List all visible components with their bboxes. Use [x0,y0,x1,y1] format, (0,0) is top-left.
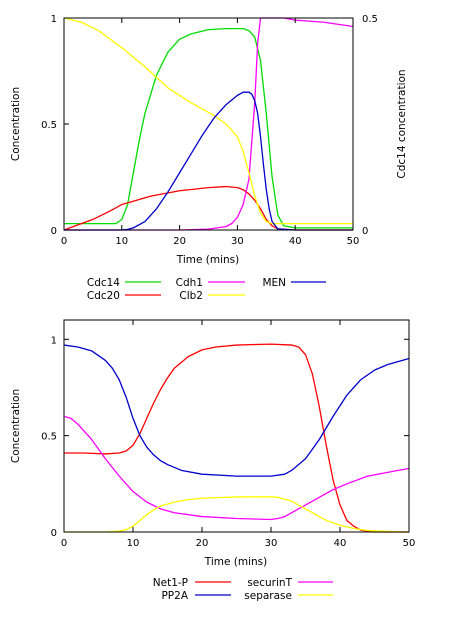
top-x-tick-label: 50 [347,236,360,247]
legend-label-cdc14: Cdc14 [87,277,120,289]
bottom-chart-frame [63,319,410,533]
bottom-x-tick-label: 20 [196,538,209,549]
top-x-tick-label: 0 [61,236,67,247]
legend-label-net1-p: Net1-P [153,577,188,589]
bottom-series-line-pp2a [63,344,410,477]
bottom-chart: 0 10 20 30 40 50 0 0.5 1 Time (mins) Concentrati… [10,319,415,602]
top-series-line-cdc20 [63,185,353,231]
top-x-tick-label: 30 [231,236,244,247]
bottom-x-tick-label: 0 [61,538,67,549]
bottom-series-line-securint [63,415,410,521]
top-x-tick-label: 20 [173,236,186,247]
legend-label-clb2: Clb2 [179,290,203,302]
bottom-legend: Net1-P securinT PP2A separase [153,577,333,602]
legend-label-separase: separase [244,590,292,602]
top-y2-tick-label: 0 [362,226,368,237]
bottom-x-axis-label: Time (mins) [204,556,268,568]
top-chart-frame [63,17,354,231]
top-y-axis-label: Concentration [10,87,22,161]
top-y2-axis-label: Cdc14 concentration [396,69,408,178]
top-series-line-cdh1 [64,17,354,231]
bottom-chart-ticks: 0 10 20 30 40 50 0 0.5 1 [41,320,415,549]
legend-label-men: MEN [262,277,286,289]
legend-label-securint: securinT [247,577,292,589]
bottom-chart-series [63,343,410,533]
bottom-x-tick-label: 10 [127,538,140,549]
bottom-x-tick-label: 40 [334,538,347,549]
top-legend: Cdc14 Cdh1 MEN Cdc20 Clb2 [87,277,326,302]
bottom-x-tick-label: 50 [403,538,416,549]
top-series-line-cdc14 [64,27,353,229]
top-x-axis-label: Time (mins) [176,254,240,266]
bottom-y-tick-label: 1 [51,335,57,346]
top-y-tick-label: 1 [51,14,57,25]
top-x-tick-label: 40 [289,236,302,247]
top-y2-tick-label: 0.5 [362,14,378,25]
bottom-series-line-net1-p [64,343,409,533]
bottom-y-axis-label: Concentration [10,389,22,463]
bottom-series-line-separase [64,496,410,533]
top-series-line-clb2 [63,17,353,225]
legend-label-cdc20: Cdc20 [87,290,120,302]
top-y-tick-label: 0 [51,226,57,237]
top-y-tick-label: 0.5 [41,120,57,131]
top-series-line-men [64,91,353,231]
legend-label-cdh1: Cdh1 [176,277,203,289]
top-chart-series [63,17,354,231]
bottom-y-tick-label: 0.5 [41,432,57,443]
top-x-tick-label: 10 [115,236,128,247]
legend-label-pp2a: PP2A [161,590,188,602]
bottom-y-tick-label: 0 [51,528,57,539]
bottom-x-tick-label: 30 [265,538,278,549]
